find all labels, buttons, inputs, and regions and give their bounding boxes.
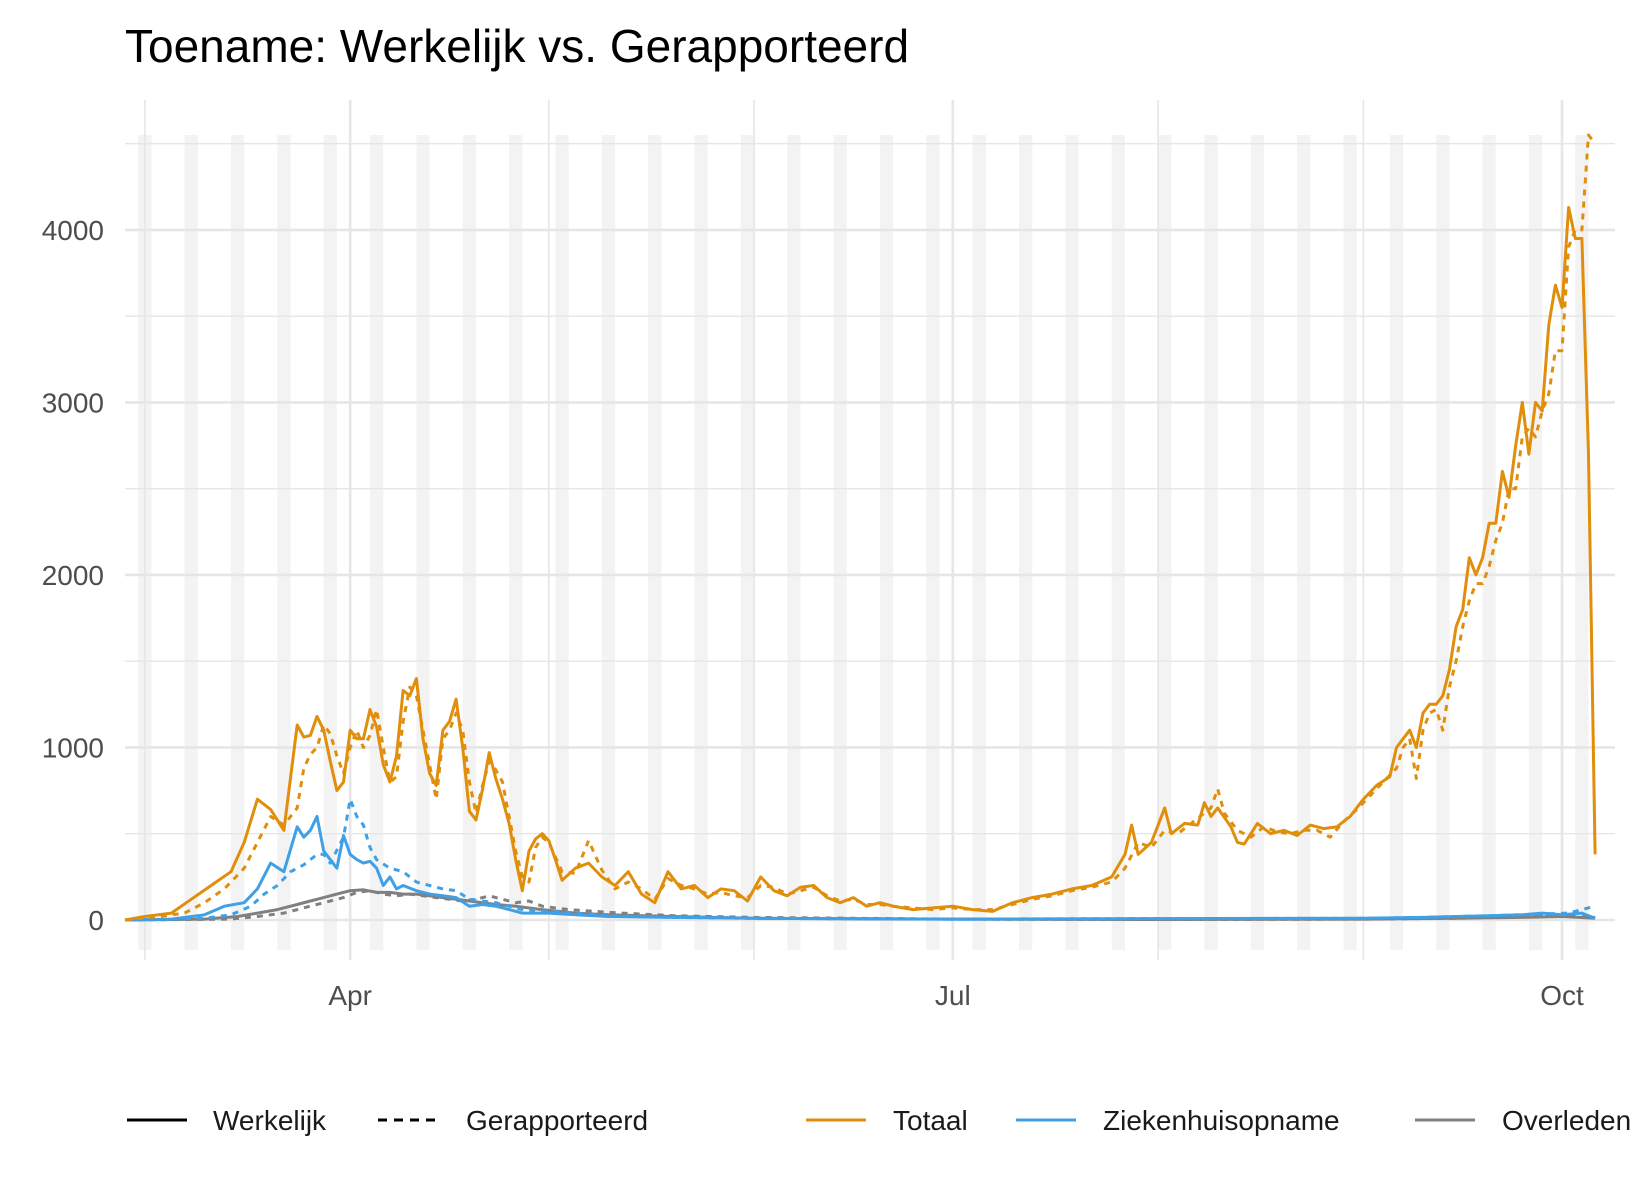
weekend-band-28 [1436, 135, 1450, 950]
weekend-band-11 [648, 135, 662, 950]
weekend-band-19 [1019, 135, 1033, 950]
weekend-band-23 [1204, 135, 1218, 950]
y-tick-label-0: 0 [88, 905, 104, 936]
weekend-band-30 [1528, 135, 1543, 950]
y-tick-label-2000: 2000 [42, 560, 104, 591]
weekend-band-26 [1343, 135, 1357, 950]
x-tick-label-jul: Jul [935, 980, 971, 1011]
x-tick-label-apr: Apr [328, 980, 372, 1011]
legend-label-overleden: Overleden [1502, 1105, 1631, 1136]
legend-label-totaal: Totaal [893, 1105, 968, 1136]
legend-label-werkelijk: Werkelijk [213, 1105, 327, 1136]
y-tick-label-1000: 1000 [42, 732, 104, 763]
legend-label-ziekenhuisopname: Ziekenhuisopname [1103, 1105, 1340, 1136]
weekend-band-18 [972, 135, 986, 950]
weekend-band-21 [1111, 135, 1125, 950]
y-tick-label-4000: 4000 [42, 215, 104, 246]
weekend-band-5 [370, 135, 384, 950]
chart-title: Toename: Werkelijk vs. Gerapporteerd [125, 20, 909, 72]
x-tick-label-oct: Oct [1540, 980, 1584, 1011]
weekend-band-12 [694, 135, 708, 950]
series-lines [124, 133, 1597, 922]
y-axis-ticks: 0 1000 2000 3000 4000 [42, 215, 104, 936]
x-axis-ticks: Apr Jul Oct [328, 980, 1584, 1011]
weekend-band-16 [879, 135, 894, 950]
weekend-band-4 [323, 135, 337, 950]
series-line-totaal-gerapporteerd [124, 133, 1597, 922]
weekend-band-13 [740, 135, 755, 950]
weekend-band-20 [1065, 135, 1079, 950]
weekend-band-6 [416, 135, 430, 950]
weekend-band-2 [230, 135, 245, 950]
legend-linetype: Werkelijk Gerapporteerd [127, 1105, 648, 1136]
weekend-band-9 [555, 135, 569, 950]
weekend-band-7 [462, 135, 476, 950]
legend-color: Totaal Ziekenhuisopname Overleden [806, 1105, 1631, 1136]
weekend-band-10 [601, 135, 616, 950]
weekend-band-14 [787, 135, 801, 950]
series-line-ziekenhuisopname-werkelijk [124, 815, 1596, 922]
plot-area [124, 100, 1615, 960]
weekend-band-15 [833, 135, 847, 950]
legend: Werkelijk Gerapporteerd Totaal Ziekenhui… [127, 1105, 1631, 1136]
weekend-band-17 [926, 135, 940, 950]
series-line-ziekenhuisopname-gerapporteerd [124, 797, 1596, 922]
weekend-band-27 [1389, 135, 1404, 950]
weekend-band-1 [184, 135, 198, 950]
grid-lines [125, 100, 1615, 960]
y-tick-label-3000: 3000 [42, 387, 104, 418]
legend-label-gerapporteerd: Gerapporteerd [466, 1105, 648, 1136]
